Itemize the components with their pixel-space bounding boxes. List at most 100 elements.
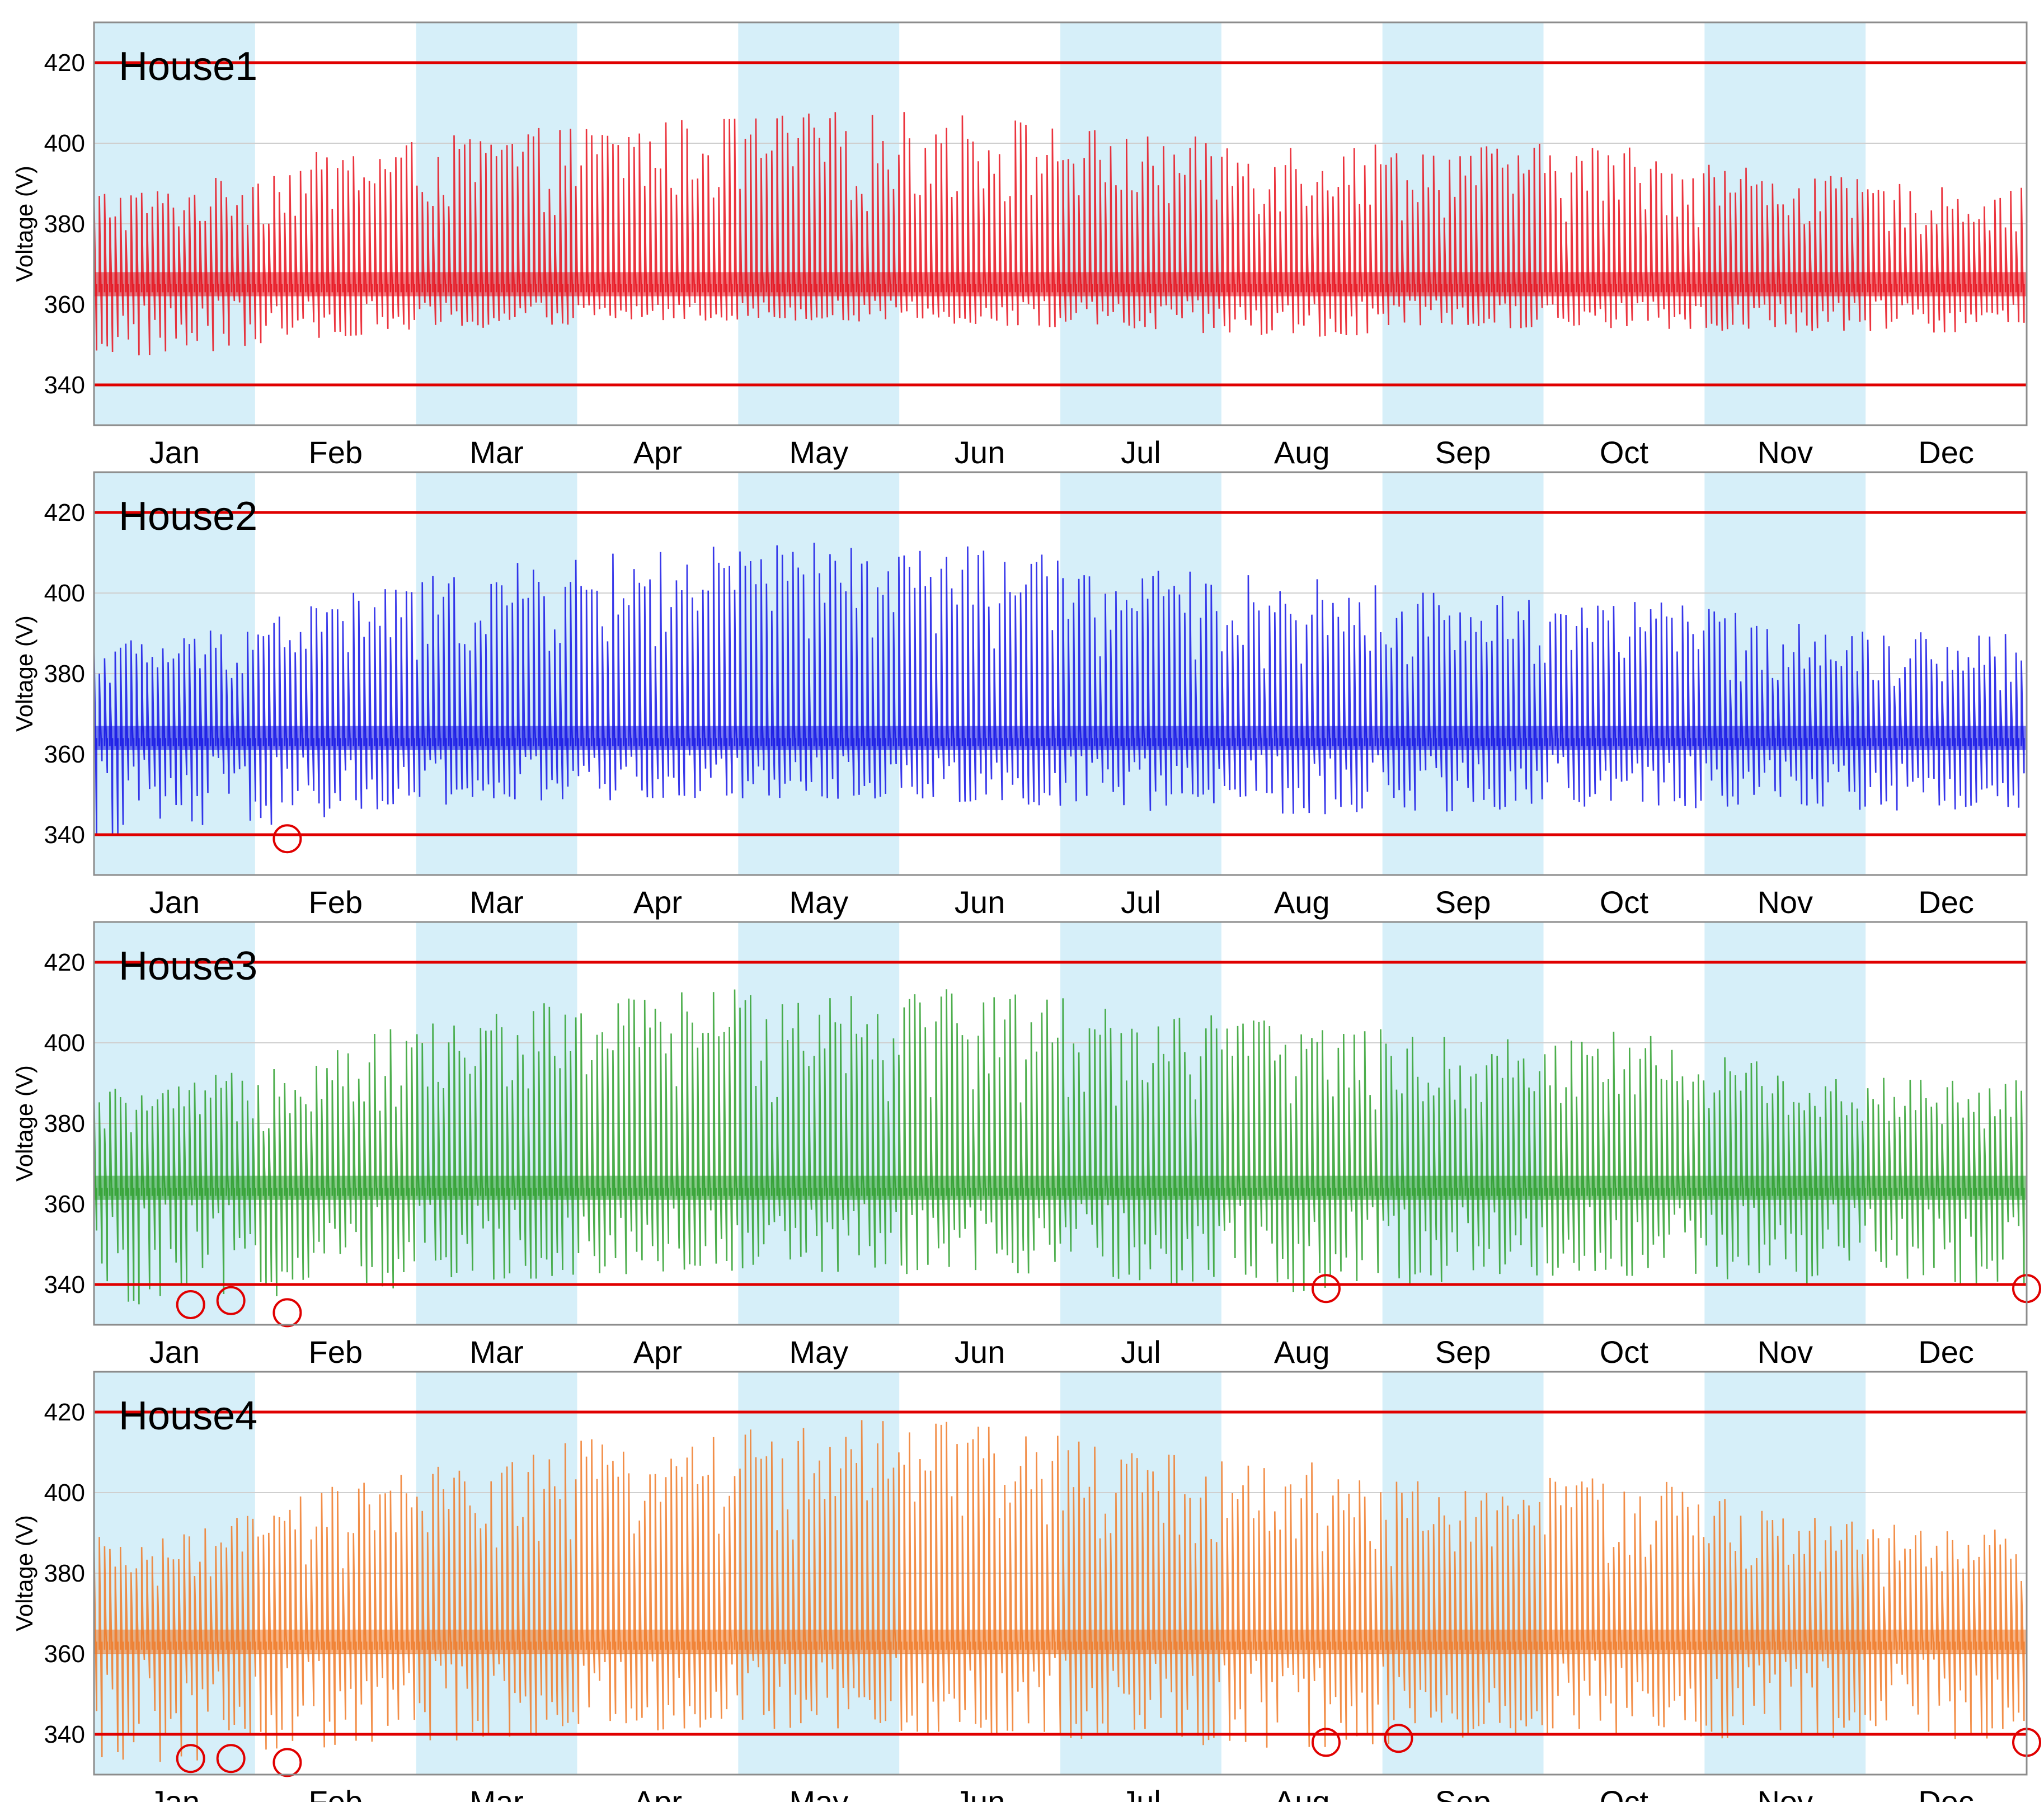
y-tick-label: 400 [44,1479,85,1507]
plot-frame [93,1371,2028,1776]
y-tick-label: 360 [44,291,85,318]
y-axis-label: Voltage (V) [11,1065,37,1182]
x-tick-label-May: May [789,884,848,920]
plot-frame [93,921,2028,1326]
x-tick-label-Aug: Aug [1274,1334,1330,1370]
y-tick-label: 420 [44,49,85,77]
x-tick-label-Mar: Mar [469,1334,523,1370]
x-tick-label-Mar: Mar [469,884,523,920]
x-tick-label-Jan: Jan [149,435,200,470]
x-tick-label-Jun: Jun [955,435,1005,470]
violation-marker-5 [1384,1724,1413,1753]
series-baseline-band [94,726,2027,750]
x-tick-label-Jul: Jul [1121,884,1161,920]
y-tick-label: 360 [44,1640,85,1668]
x-tick-label-Feb: Feb [309,884,363,920]
violation-marker-1 [176,1290,205,1319]
x-tick-label-Feb: Feb [309,1784,363,1802]
x-tick-label-Oct: Oct [1600,435,1649,470]
x-tick-label-Sep: Sep [1435,435,1491,470]
y-tick-label: 420 [44,499,85,526]
y-tick-label: 380 [44,1560,85,1587]
y-tick-label: 360 [44,741,85,768]
x-tick-label-Sep: Sep [1435,1334,1491,1370]
x-tick-label-Mar: Mar [469,435,523,470]
x-tick-label-Apr: Apr [633,1784,682,1802]
panel-4: House4 340 360 380 400 420 Voltage (V) Jan Feb Ma… [11,1371,2041,1802]
x-tick-label-Nov: Nov [1757,1784,1813,1802]
x-tick-label-Dec: Dec [1918,1334,1974,1370]
y-axis-label: Voltage (V) [11,166,37,282]
panel-2: House2 340 360 380 400 420 Voltage (V) Jan Feb Ma… [11,471,2028,920]
violation-marker-4 [1311,1274,1341,1304]
x-tick-label-Sep: Sep [1435,884,1491,920]
violation-marker-2 [216,1744,246,1773]
panel-title: House3 [119,944,257,989]
y-tick-label: 400 [44,130,85,157]
x-tick-label-Feb: Feb [309,1334,363,1370]
violation-marker-4 [1311,1728,1341,1757]
y-tick-label: 420 [44,1399,85,1426]
panel-title: House1 [119,44,257,89]
violation-marker-2 [216,1286,246,1315]
x-tick-label-Apr: Apr [633,884,682,920]
violation-marker-3 [272,1298,302,1328]
y-tick-label: 380 [44,660,85,688]
x-tick-label-Feb: Feb [309,435,363,470]
x-tick-label-Nov: Nov [1757,884,1813,920]
x-tick-label-Jul: Jul [1121,1334,1161,1370]
y-tick-label: 360 [44,1191,85,1218]
series-baseline-band [94,1629,2027,1654]
x-tick-label-Nov: Nov [1757,1334,1813,1370]
x-tick-label-Oct: Oct [1600,1334,1649,1370]
x-tick-label-Oct: Oct [1600,1784,1649,1802]
panel-title: House2 [119,494,257,539]
violation-marker-1 [176,1744,205,1773]
x-tick-label-May: May [789,1784,848,1802]
x-tick-label-Dec: Dec [1918,884,1974,920]
x-tick-label-Aug: Aug [1274,435,1330,470]
x-tick-label-Jul: Jul [1121,435,1161,470]
x-tick-label-Mar: Mar [469,1784,523,1802]
panel-title: House4 [119,1394,257,1438]
y-axis-label: Voltage (V) [11,1515,37,1631]
x-tick-label-May: May [789,1334,848,1370]
y-tick-label: 400 [44,1029,85,1057]
y-tick-label: 380 [44,210,85,238]
panel-3: House3 340 360 380 400 420 Voltage (V) Jan Feb Ma… [11,921,2041,1370]
y-tick-label: 340 [44,1721,85,1748]
x-tick-label-Jan: Jan [149,1334,200,1370]
series-baseline-band [94,272,2027,297]
x-tick-label-Dec: Dec [1918,435,1974,470]
violation-marker-1 [272,824,302,854]
plot-frame [93,471,2028,876]
y-axis-label: Voltage (V) [11,615,37,732]
series-baseline-band [94,1175,2027,1200]
x-tick-label-Aug: Aug [1274,1784,1330,1802]
panel-1: House1 340 360 380 400 420 Voltage (V) Jan Feb Ma… [11,21,2028,470]
x-tick-label-Jun: Jun [955,884,1005,920]
x-tick-label-Dec: Dec [1918,1784,1974,1802]
x-tick-label-Jul: Jul [1121,1784,1161,1802]
y-tick-label: 380 [44,1110,85,1137]
x-tick-label-Apr: Apr [633,1334,682,1370]
x-tick-label-Sep: Sep [1435,1784,1491,1802]
y-tick-label: 340 [44,821,85,849]
x-tick-label-Jan: Jan [149,884,200,920]
x-tick-label-Jun: Jun [955,1334,1005,1370]
y-tick-label: 340 [44,1271,85,1298]
x-tick-label-Oct: Oct [1600,884,1649,920]
y-tick-label: 400 [44,580,85,607]
y-tick-label: 340 [44,371,85,399]
x-tick-label-May: May [789,435,848,470]
x-tick-label-Aug: Aug [1274,884,1330,920]
x-tick-label-Nov: Nov [1757,435,1813,470]
violation-marker-3 [272,1748,302,1777]
plot-frame [93,21,2028,426]
x-tick-label-Jan: Jan [149,1784,200,1802]
y-tick-label: 420 [44,949,85,976]
x-tick-label-Apr: Apr [633,435,682,470]
x-tick-label-Jun: Jun [955,1784,1005,1802]
